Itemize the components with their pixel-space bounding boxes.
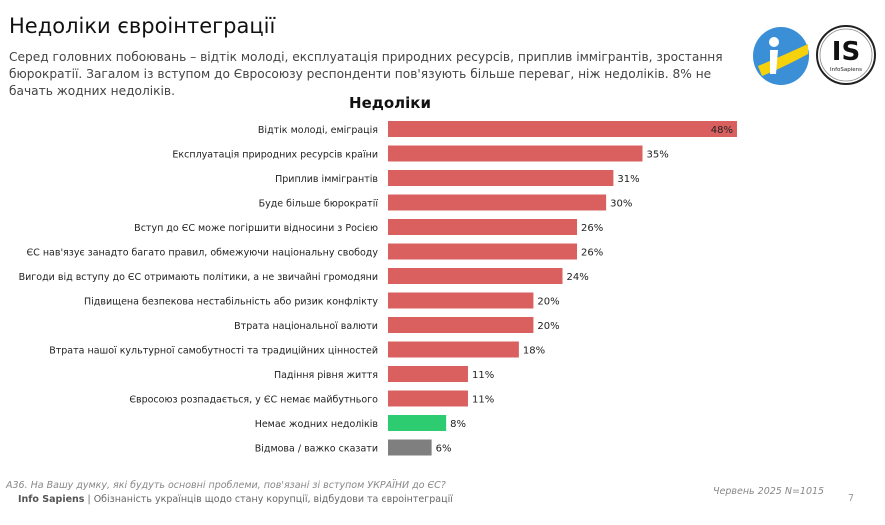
category-label: Відтік молоді, еміграція [258, 125, 378, 136]
data-label: 30% [610, 199, 632, 210]
category-label: Буде більше бюрократії [259, 199, 379, 210]
footer-brand: Info Sapiens [18, 494, 85, 505]
bar [388, 243, 578, 260]
footer-separator: | [84, 494, 94, 505]
bar [388, 292, 534, 309]
data-label: 26% [581, 248, 603, 259]
bar [388, 317, 534, 333]
category-label: Немає жодних недоліків [255, 419, 379, 430]
page-number: 7 [848, 493, 855, 504]
category-label: Вигоди від вступу до ЄС отримають політи… [19, 272, 378, 283]
category-label: Євросоюз розпадається, у ЄС немає майбут… [129, 395, 378, 406]
data-label: 20% [537, 321, 559, 332]
data-label: 31% [617, 174, 639, 185]
category-label: Втрата нашої культурної самобутності та … [49, 346, 378, 357]
bar [388, 341, 519, 358]
chart-title: Недоліки [349, 94, 431, 112]
bar [388, 439, 432, 456]
footer-source: Info Sapiens | Обізнаність українців щод… [18, 494, 453, 505]
svg-text:InfoSapiens: InfoSapiens [830, 67, 862, 73]
footer-report: Обізнаність українців щодо стану корупці… [93, 494, 453, 505]
data-label: 6% [436, 444, 452, 455]
data-label: 11% [472, 395, 494, 406]
bar [388, 390, 468, 407]
bar [388, 415, 447, 431]
bar [388, 219, 578, 235]
category-label: Приплив іммігрантів [275, 174, 378, 185]
category-label: Втрата національної валюти [234, 321, 378, 332]
data-label: 24% [567, 272, 589, 283]
survey-question: A36. На Вашу думку, які будуть основні п… [6, 480, 446, 491]
data-label: 26% [581, 223, 603, 234]
category-label: Підвищена безпекова нестабільність або р… [84, 297, 378, 308]
bar [388, 366, 468, 382]
data-label: 48% [711, 125, 733, 136]
bar-chart: Відтік молоді, еміграція 48% Експлуатація … [19, 121, 737, 456]
data-label: 35% [646, 150, 668, 161]
bar [388, 268, 563, 284]
data-label: 20% [537, 297, 559, 308]
survey-date: Червень 2025 N=1015 [713, 486, 825, 497]
data-label: 18% [523, 346, 545, 357]
bar [388, 145, 643, 162]
category-label: ЄС нав'язує занадто багато правил, обмеж… [27, 248, 379, 259]
page-subtitle: Серед головних побоювань – відтік молоді… [9, 50, 723, 98]
category-label: Експлуатація природних ресурсів країни [172, 150, 378, 161]
bar [388, 170, 614, 186]
infosapiens-logo: IS InfoSapiens [816, 25, 876, 85]
page-title: Недоліки євроінтеграції [9, 14, 276, 38]
category-label: Вступ до ЄС може погіршити відносини з Р… [134, 223, 378, 234]
category-label: Відмова / важко сказати [255, 444, 378, 455]
data-label: 8% [450, 419, 466, 430]
svg-text:IS: IS [832, 37, 860, 67]
bar [388, 121, 737, 137]
bar [388, 194, 607, 211]
data-label: 11% [472, 370, 494, 381]
ukraine-figure-logo [753, 27, 809, 85]
category-label: Падіння рівня життя [274, 370, 378, 381]
